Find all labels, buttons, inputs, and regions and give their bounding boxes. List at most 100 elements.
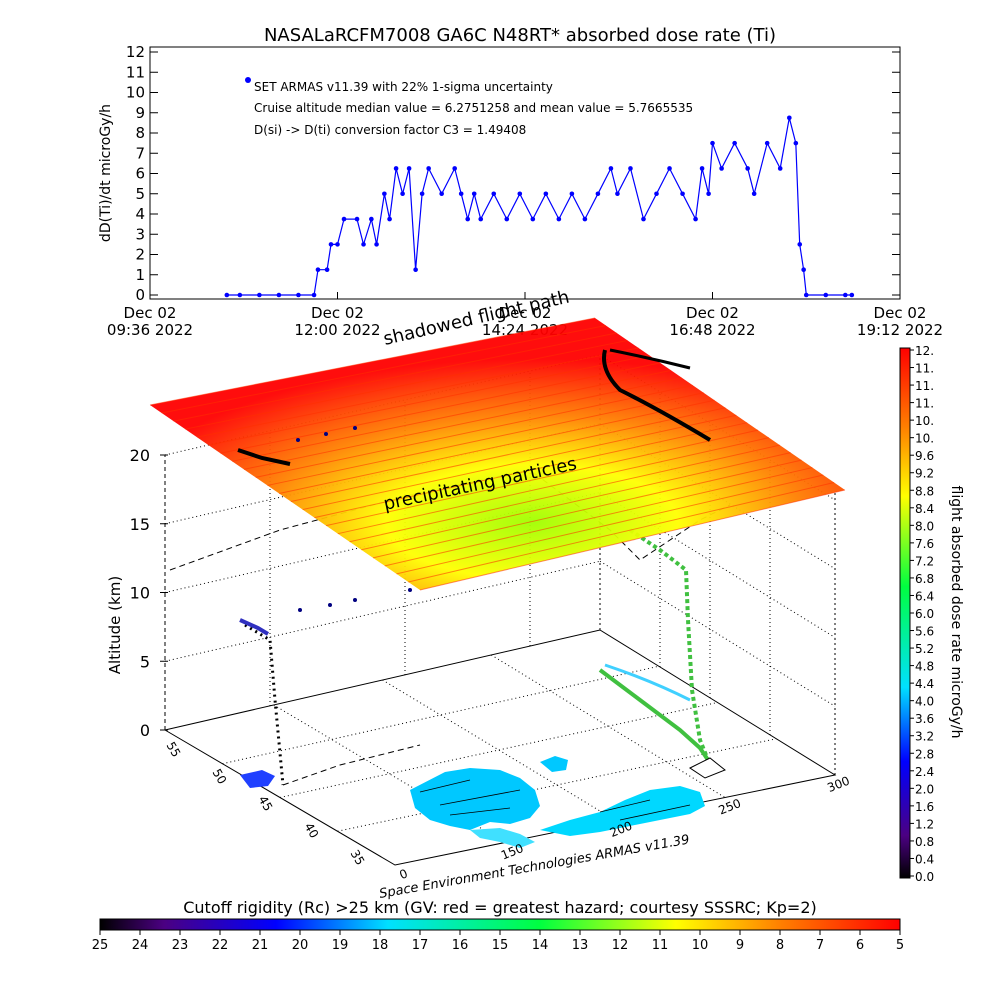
dose-rate-point xyxy=(393,166,399,171)
shadowed-path-hook xyxy=(609,348,691,370)
dose-rate-point xyxy=(667,166,672,171)
dose-rate-point xyxy=(530,216,536,222)
latitude-tick-label: 55 xyxy=(164,739,184,759)
latitude-axis: 55 50 45 40 35 xyxy=(164,739,368,867)
bottom-colorbar-tick-label: 8 xyxy=(776,938,784,953)
dose-rate-point xyxy=(615,191,620,197)
bottom-colorbar-tick-label: 11 xyxy=(652,938,669,953)
vertical-colorbar-tick-label: 6.8 xyxy=(915,572,934,586)
dose-rate-point xyxy=(406,166,412,171)
dose-rate-point xyxy=(328,242,334,247)
dose-rate-point xyxy=(699,166,705,171)
dose-rate-point xyxy=(224,292,230,298)
vertical-colorbar-tick-label: 0.8 xyxy=(915,835,934,849)
dose-rate-point xyxy=(324,267,330,272)
radiation-band xyxy=(220,362,661,454)
vertical-colorbar-tick-label: 8.0 xyxy=(915,519,934,533)
dose-rate-point xyxy=(413,267,418,272)
bottom-colorbar-tick-label: 13 xyxy=(572,938,589,953)
vertical-colorbar-tick-label: 4.0 xyxy=(915,695,934,709)
map-border xyxy=(599,799,651,813)
radiation-band xyxy=(372,459,802,559)
dose-rate-point xyxy=(751,191,757,197)
dose-rate-point xyxy=(478,216,484,222)
bottom-colorbar-tick-label: 21 xyxy=(252,938,269,953)
vertical-colorbar-tick-label: 2.8 xyxy=(915,747,934,761)
top-y-tick-label: 7 xyxy=(135,144,145,162)
top-y-tick-label: 4 xyxy=(135,205,145,223)
vertical-colorbar-tick-label: 5.6 xyxy=(915,625,934,639)
dose-rate-point xyxy=(654,191,659,197)
dose-rate-point xyxy=(257,292,262,298)
altitude-tick-label: 20 xyxy=(130,446,150,465)
dose-rate-point xyxy=(374,242,379,247)
map-borders xyxy=(419,779,691,821)
top-y-tick-label: 3 xyxy=(135,225,145,243)
top-y-tick-label: 0 xyxy=(135,286,145,304)
dose-rate-point xyxy=(543,191,549,197)
dose-rate-point xyxy=(237,292,243,298)
radiation-band xyxy=(290,407,726,503)
bottom-colorbar-tick-label: 22 xyxy=(212,938,229,953)
vertical-colorbar-tick-label: 12. xyxy=(915,344,934,358)
flight-vertical-left xyxy=(244,623,285,786)
vertical-colorbar-label: flight absorbed dose rate microGy/h xyxy=(948,486,964,739)
dose-rate-point xyxy=(439,191,444,197)
vertical-colorbar-tick-label: 11. xyxy=(915,397,934,411)
dose-rate-point xyxy=(595,191,601,197)
radiation-sheet xyxy=(149,317,846,591)
latitude-tick-label: 50 xyxy=(210,766,230,786)
vertical-colorbar-tick-label: 0.0 xyxy=(915,870,934,884)
dose-rate-point xyxy=(341,216,347,222)
latitude-tick-label: 35 xyxy=(348,847,368,867)
land-north-america xyxy=(410,768,540,830)
floor-gridline xyxy=(337,738,777,832)
bottom-colorbar-tick-label: 20 xyxy=(292,938,309,953)
top-y-tick-label: 11 xyxy=(126,63,145,81)
dose-rate-point xyxy=(745,166,750,171)
radiation-band xyxy=(161,324,606,414)
latitude-tick-label: 45 xyxy=(256,793,276,813)
map-land xyxy=(240,756,705,848)
vertical-colorbar-tick-label: 1.6 xyxy=(915,800,934,814)
floor-gridline xyxy=(222,665,659,765)
bottom-colorbar-tick-label: 9 xyxy=(736,938,744,953)
map-border xyxy=(419,779,471,793)
top-chart-title: NASALaRCFM7008 GA6C N48RT* absorbed dose… xyxy=(264,25,776,46)
vertical-colorbar-tick-label: 9.6 xyxy=(915,449,934,463)
vertical-colorbar-tick-label: 6.4 xyxy=(915,589,934,603)
legend-line-1: SET ARMAS v11.39 with 22% 1-sigma uncert… xyxy=(254,80,553,94)
vertical-colorbar-tick-label: 2.4 xyxy=(915,765,934,779)
vertical-colorbar-tick-label: 2.0 xyxy=(915,782,934,796)
bottom-colorbar-fill xyxy=(99,918,901,931)
dose-rate-point xyxy=(382,191,387,197)
radiation-band xyxy=(185,339,628,430)
top-x-tick-date: Dec 02 xyxy=(124,304,177,322)
vertical-colorbar-tick-label: 3.6 xyxy=(915,712,934,726)
top-x-tick-time: 19:12 2022 xyxy=(857,321,943,339)
vertical-colorbar-ticks: 0.0 0.4 0.8 1.2 1.6 2.0 2.4 2.8 3.2 3.6 4.0 4.4 4.8 5… xyxy=(910,344,934,884)
dose-rate-point xyxy=(680,191,685,197)
top-x-tick-date: Dec 02 xyxy=(311,304,364,322)
dose-rate-point xyxy=(452,166,457,171)
dose-rate-point xyxy=(843,292,848,298)
radiation-band xyxy=(208,354,650,446)
dose-rate-point xyxy=(582,216,588,222)
radiation-band xyxy=(384,467,813,567)
top-x-tick-date: Dec 02 xyxy=(499,304,552,322)
vertical-colorbar-tick-label: 5.2 xyxy=(915,642,934,656)
flight-curve-right-outer xyxy=(604,663,691,702)
shadowed-path-top-right xyxy=(602,349,712,442)
vertical-colorbar-tick-label: 10. xyxy=(915,414,934,428)
radiation-band xyxy=(173,332,617,422)
top-x-tick-time: 16:48 2022 xyxy=(669,321,755,339)
radiation-band xyxy=(232,369,672,462)
dose-rate-point xyxy=(491,191,497,197)
top-y-label: dD(Ti)/dt microGy/h xyxy=(98,104,114,242)
vertical-colorbar-tick-label: 7.6 xyxy=(915,537,934,551)
dose-rate-point xyxy=(426,166,431,171)
top-x-tick-time: 12:00 2022 xyxy=(294,321,380,339)
dose-rate-point xyxy=(517,191,523,197)
